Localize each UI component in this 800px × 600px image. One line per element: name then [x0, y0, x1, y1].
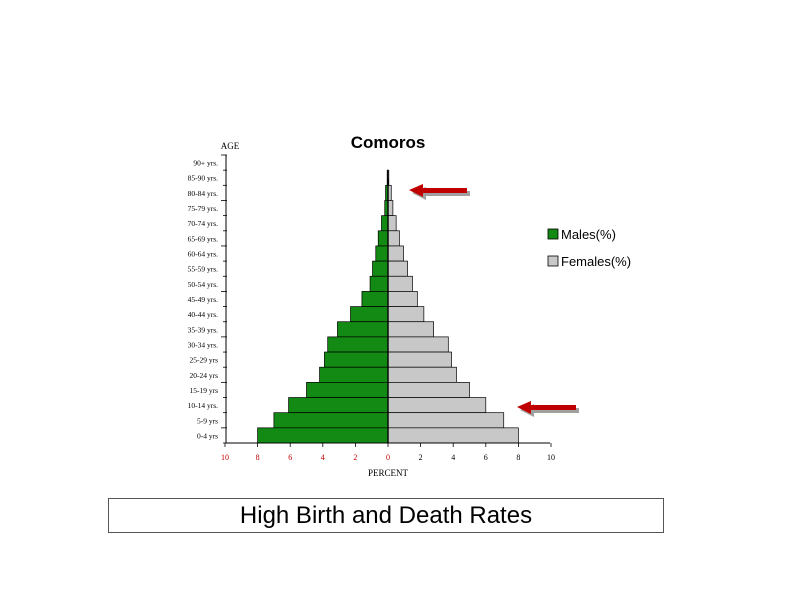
- arrow-elderly: [409, 184, 470, 200]
- y-tick-label: 65-69 yrs.: [188, 234, 219, 243]
- x-tick-label: 10: [221, 453, 229, 462]
- x-tick-label: 4: [321, 453, 325, 462]
- bar-male: [306, 382, 389, 398]
- y-tick-label: 25-29 yrs: [189, 356, 218, 365]
- y-tick-label: 80-84 yrs.: [188, 189, 219, 198]
- bar-female: [387, 397, 487, 414]
- bar-female: [387, 412, 505, 429]
- x-tick-label: 2: [419, 453, 423, 462]
- y-tick-label: 85-90 yrs.: [188, 174, 219, 183]
- bar-female: [387, 321, 434, 338]
- x-tick-label: 0: [386, 453, 390, 462]
- bar-male: [381, 215, 389, 232]
- arrow-youth: [517, 401, 579, 417]
- y-tick-label: 90+ yrs.: [193, 159, 218, 168]
- bar-male: [372, 260, 389, 277]
- bar-female: [387, 260, 408, 277]
- x-axis-title: PERCENT: [368, 468, 409, 478]
- y-tick-label: 45-49 yrs.: [188, 295, 219, 304]
- bar-male: [350, 306, 389, 323]
- y-tick-label: 15-19 yrs: [189, 386, 218, 395]
- bar-female: [387, 351, 452, 368]
- legend-label: Males(%): [561, 227, 616, 242]
- y-tick-label: 20-24 yrs: [189, 371, 218, 380]
- x-tick-label: 8: [516, 453, 520, 462]
- bar-male: [361, 291, 389, 307]
- chart-title: Comoros: [351, 133, 426, 152]
- y-tick-label: 75-79 yrs.: [188, 204, 219, 213]
- y-tick-label: 55-59 yrs.: [188, 265, 219, 274]
- y-tick-label: 30-34 yrs.: [188, 340, 219, 349]
- bar-male: [327, 336, 389, 353]
- bar-male: [377, 230, 389, 247]
- x-tick-label: 6: [288, 453, 292, 462]
- bar-female: [387, 336, 449, 353]
- y-tick-label: 5-9 yrs: [197, 416, 218, 425]
- bar-male: [324, 351, 389, 368]
- y-tick-label: 70-74 yrs.: [188, 219, 219, 228]
- y-tick-label: 60-64 yrs.: [188, 250, 219, 259]
- bar-male: [319, 366, 389, 383]
- x-tick-label: 2: [353, 453, 357, 462]
- caption-box: High Birth and Death Rates: [108, 498, 664, 533]
- x-tick-label: 6: [484, 453, 488, 462]
- bar-female: [387, 366, 457, 383]
- bar-male: [369, 275, 389, 292]
- bar-female: [387, 427, 519, 444]
- x-tick-label: 4: [451, 453, 455, 462]
- bar-female: [387, 275, 413, 292]
- bar-male: [375, 245, 389, 262]
- bar-female: [387, 215, 397, 232]
- arrow-body: [409, 184, 467, 197]
- caption-text: High Birth and Death Rates: [239, 501, 533, 529]
- bar-male: [257, 427, 389, 444]
- legend-swatch: [547, 228, 559, 240]
- x-tick-label: 10: [547, 453, 555, 462]
- legend-label: Females(%): [561, 254, 631, 269]
- arrow-body: [517, 401, 576, 414]
- bar-female: [387, 245, 404, 262]
- y-tick-label: 0-4 yrs: [197, 431, 218, 440]
- x-tick-label: 8: [256, 453, 260, 462]
- arrow-shadow: [412, 187, 470, 200]
- y-tick-label: 10-14 yrs.: [188, 401, 219, 410]
- legend-swatch: [547, 255, 559, 267]
- bar-female: [387, 230, 400, 247]
- bar-female: [387, 200, 394, 216]
- arrow-shadow: [520, 404, 579, 417]
- y-axis-title: AGE: [221, 141, 240, 151]
- y-tick-label: 40-44 yrs.: [188, 310, 219, 319]
- y-tick-label: 35-39 yrs.: [188, 325, 219, 334]
- bar-male: [337, 321, 389, 338]
- y-tick-label: 50-54 yrs.: [188, 280, 219, 289]
- bar-male: [288, 397, 389, 414]
- bar-female: [387, 306, 425, 323]
- bar-male: [273, 412, 389, 429]
- bar-female: [387, 382, 470, 398]
- bar-female: [387, 291, 418, 307]
